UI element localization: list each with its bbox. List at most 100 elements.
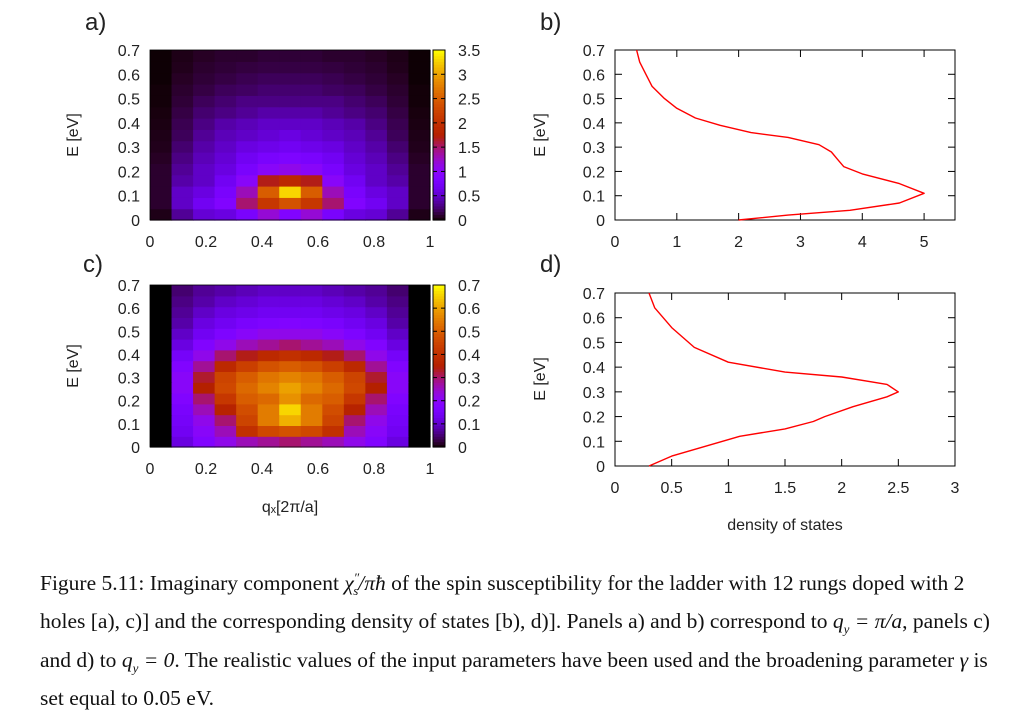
panel-a-cell xyxy=(171,197,194,210)
panel-a-cell xyxy=(214,61,237,74)
panel-c-cell xyxy=(408,425,431,437)
panel-a-cell xyxy=(365,186,388,198)
panel-c-cell xyxy=(343,393,366,405)
panel-a-cell xyxy=(386,208,410,221)
panel-c-cell xyxy=(408,403,431,416)
panel-c-colorbar-step xyxy=(433,285,445,289)
panel-c-cell xyxy=(171,295,194,308)
panel-c-cell xyxy=(343,349,366,362)
panel-a-cell xyxy=(408,163,431,176)
panel-c-cell xyxy=(365,393,388,405)
panel-c-cell xyxy=(300,371,323,383)
panel-a-ytick-label: 0.1 xyxy=(118,189,140,206)
panel-a-cell xyxy=(365,208,388,221)
panel-a-colorbar-step xyxy=(433,89,445,94)
panel-c-cell xyxy=(150,339,173,351)
panel-a-cell xyxy=(343,118,366,130)
panel-c-cell xyxy=(236,349,259,362)
panel-d-ytick-label: 0.5 xyxy=(583,335,605,352)
panel-c-cell xyxy=(214,436,237,448)
panel-c-cell xyxy=(150,306,173,318)
panel-c-cell xyxy=(300,306,323,318)
panel-a-colorbar-step xyxy=(433,129,445,133)
panel-a-cell xyxy=(193,186,216,198)
panel-c-cell xyxy=(150,425,173,437)
panel-c-cell xyxy=(386,436,410,448)
panel-c-colorbar-step xyxy=(433,355,445,359)
panel-c-cell xyxy=(300,328,323,340)
panel-a-colorbar-step xyxy=(433,109,445,113)
panel-c-cell xyxy=(279,371,302,383)
panel-a-cell xyxy=(279,72,302,85)
panel-a-cell xyxy=(257,152,280,164)
panel-c-cell xyxy=(193,414,216,426)
panel-c-colorbar-step xyxy=(433,360,445,364)
panel-a-cell xyxy=(236,61,259,74)
panel-a-cell xyxy=(279,186,302,198)
panel-c-colorbar-step xyxy=(433,395,445,399)
panel-a-xtick-label: 0.2 xyxy=(195,234,217,251)
panel-a-colorbar-step xyxy=(433,171,445,176)
panel-a-colorbar-tick-label: 3.5 xyxy=(458,43,480,60)
panel-a-cell xyxy=(322,118,345,130)
panel-a-cell xyxy=(279,84,302,96)
panel-d-ylabel: E [eV] xyxy=(532,357,549,401)
panel-a-cell xyxy=(150,163,173,176)
panel-c-cell xyxy=(193,425,216,437)
panel-c-cell xyxy=(386,349,410,362)
panel-c-cell xyxy=(236,382,259,394)
panel-a-colorbar-frame xyxy=(432,49,446,221)
panel-c-cell xyxy=(150,393,173,405)
panel-c-cell xyxy=(300,317,323,329)
panel-a-cell xyxy=(365,118,388,130)
panel-c-colorbar-step xyxy=(433,325,445,329)
panel-a-cell xyxy=(343,72,366,85)
panel-a-colorbar-step xyxy=(433,75,445,79)
panel-d-xtick-label: 1 xyxy=(724,480,733,497)
panel-a-ytick-label: 0.7 xyxy=(118,43,140,60)
panel-c-cell xyxy=(322,349,345,362)
panel-a-cell xyxy=(150,95,173,108)
panel-a-cell xyxy=(386,106,410,119)
panel-c-cell xyxy=(150,328,173,340)
panel-c-cell xyxy=(343,306,366,318)
panel-c-colorbar-tick-label: 0.2 xyxy=(458,394,480,411)
panel-a-cell xyxy=(343,129,366,142)
panel-c-colorbar-step xyxy=(433,349,445,354)
panel-c-colorbar-tick-label: 0.5 xyxy=(458,324,480,341)
panel-a-cell xyxy=(150,72,173,85)
panel-c-cell xyxy=(214,349,237,362)
panel-c-cell xyxy=(171,414,194,426)
panel-a-ytick-label: 0 xyxy=(131,213,140,230)
panel-c-cell xyxy=(343,371,366,383)
panel-c-colorbar-step xyxy=(433,330,445,335)
panel-c-cell xyxy=(279,360,302,372)
panel-c-cell xyxy=(322,285,345,297)
panel-a-cell xyxy=(257,84,280,96)
panel-a-colorbar-step xyxy=(433,81,445,85)
panel-a-cell xyxy=(214,50,237,62)
panel-a-cell xyxy=(150,129,173,142)
panel-c-ytick-label: 0.5 xyxy=(118,324,140,341)
panel-c-cell xyxy=(322,360,345,372)
figure-caption: Figure 5.11: Imaginary component χ″s/πħ … xyxy=(40,562,1000,714)
panel-c-cell xyxy=(279,393,302,405)
panel-c-cell xyxy=(300,382,323,394)
panel-c-cell xyxy=(343,339,366,351)
panel-a-cell xyxy=(150,208,173,221)
panel-c-cell xyxy=(408,328,431,340)
panel-a-cell xyxy=(193,152,216,164)
panel-c-cell xyxy=(408,295,431,308)
panel-a-cell xyxy=(193,84,216,96)
panel-a-cell xyxy=(236,174,259,187)
panel-c-colorbar-step xyxy=(433,322,445,327)
panel-b-ytick-label: 0.2 xyxy=(583,164,605,181)
panel-a-cell xyxy=(236,186,259,198)
panel-a-cell xyxy=(171,106,194,119)
panel-a-colorbar-step xyxy=(433,205,445,210)
panel-c-cell xyxy=(236,403,259,416)
panel-a-colorbar-step xyxy=(433,58,445,62)
panel-c-cell xyxy=(150,371,173,383)
panel-a-cell xyxy=(236,72,259,85)
panel-d-ytick-label: 0.2 xyxy=(583,410,605,427)
